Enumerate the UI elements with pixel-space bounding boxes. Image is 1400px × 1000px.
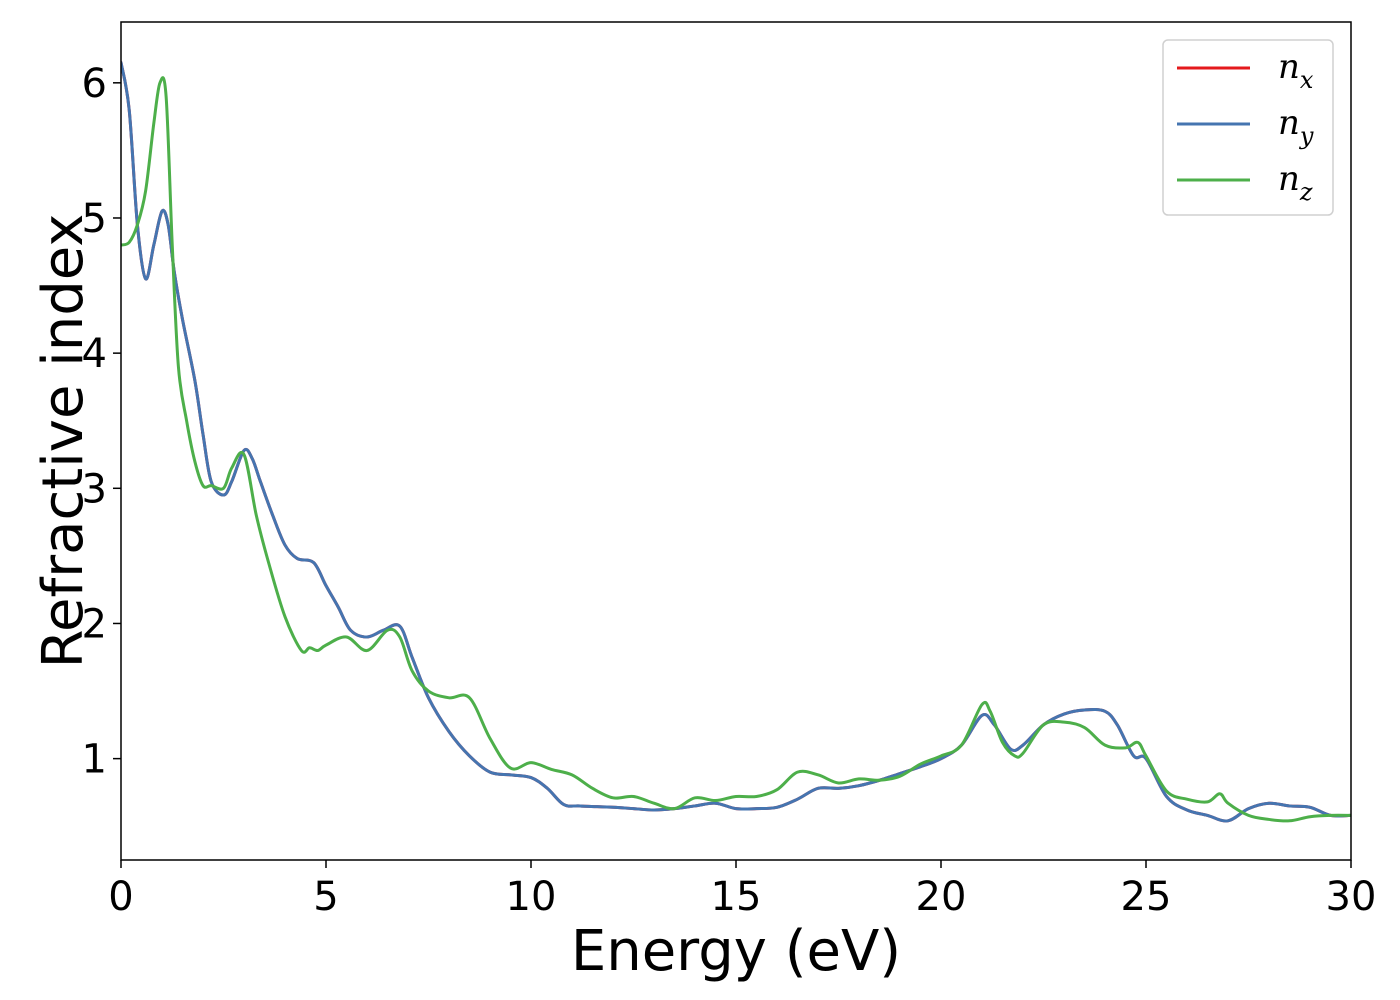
y-tick-label: 1 [82,737,107,783]
y-tick-label: 4 [82,331,107,377]
y-tick-label: 3 [82,466,107,512]
series-lines [121,61,1351,823]
y-tick-label: 5 [82,196,107,242]
x-tick-label: 10 [506,874,557,920]
legend: nx ny nz [1162,39,1334,216]
x-tick-label: 20 [916,874,967,920]
legend-label-z: nz [1278,159,1313,206]
y-tick-label: 2 [82,601,107,647]
x-tick-label: 5 [313,874,338,920]
x-tick-label: 25 [1121,874,1172,920]
x-axis-label: Energy (eV) [571,919,901,984]
x-tick-label: 0 [108,874,133,920]
legend-box [1162,39,1334,216]
series-line-z [121,76,1351,823]
legend-label-x: nx [1278,47,1314,94]
x-tick-label: 15 [711,874,762,920]
axis-ticks: 0 5 10 15 20 25 30 1 2 3 4 5 6 [82,61,1377,920]
series-line-y [121,61,1351,823]
x-tick-label: 30 [1326,874,1377,920]
legend-label-y: ny [1278,103,1314,150]
y-axis-label: Refractive index [31,214,96,669]
y-tick-label: 6 [82,61,107,107]
